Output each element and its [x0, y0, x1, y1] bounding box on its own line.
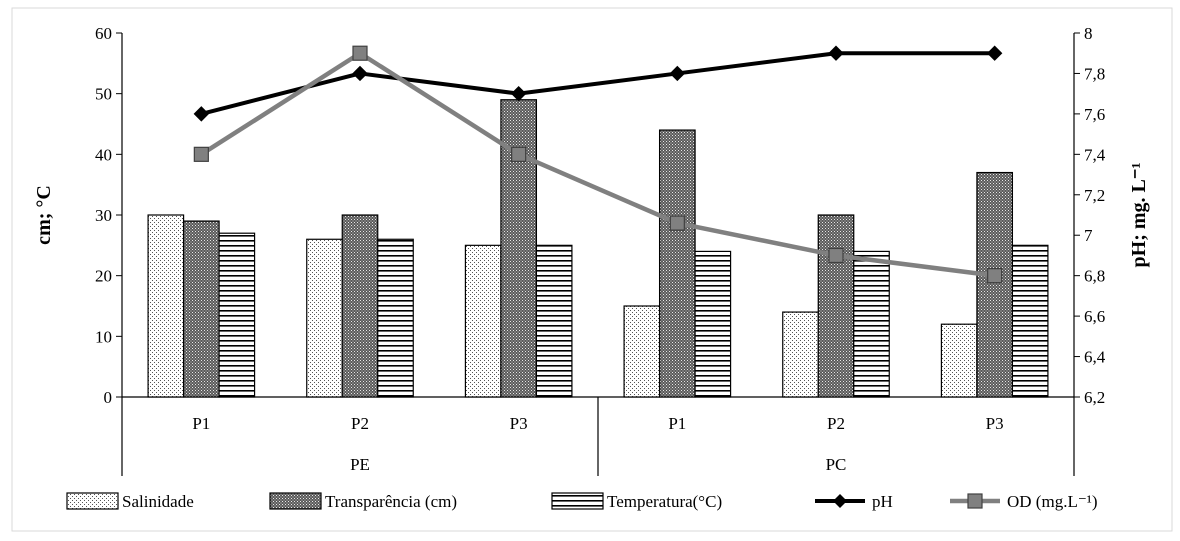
line-square — [200, 50, 995, 278]
legend: Salinidade Transparência (cm) Temperatura(… — [66, 492, 1098, 511]
y-left-tick-label: 20 — [95, 267, 112, 286]
bar-crosshatch — [817, 214, 855, 398]
legend-swatch-dots — [66, 492, 119, 510]
y-right-tick-label: 7,6 — [1084, 105, 1105, 124]
legend-label: Transparência (cm) — [325, 492, 457, 511]
legend-label: Temperatura(°C) — [607, 492, 722, 511]
point-square — [511, 146, 527, 162]
x-category-label: P1 — [668, 414, 686, 433]
bar-dots — [306, 238, 343, 398]
y-right-tick-label: 6,4 — [1084, 348, 1106, 367]
x-category-label: P2 — [351, 414, 369, 433]
bar-horizontal-lines — [694, 250, 732, 398]
x-category-label: P1 — [192, 414, 210, 433]
y-right-tick-label: 6,6 — [1084, 307, 1105, 326]
y-left-title: cm; °C — [33, 185, 55, 245]
legend-swatch-crosshatch — [269, 492, 322, 510]
bar-dots — [464, 244, 502, 398]
legend-swatch-horizontal-lines — [551, 492, 604, 510]
y-left-tick-label: 10 — [95, 327, 112, 346]
bar-dots — [940, 323, 978, 398]
y-right-tick-label: 6,2 — [1084, 388, 1105, 407]
point-square — [669, 215, 685, 231]
bar-dots — [147, 214, 185, 398]
bar-crosshatch — [341, 214, 379, 398]
bar-crosshatch — [658, 129, 696, 398]
y-right-tick-label: 7 — [1084, 226, 1093, 245]
axes — [116, 32, 1080, 476]
x-category-label: P2 — [827, 414, 845, 433]
bar-dots — [782, 311, 819, 398]
y-left-tick-label: 40 — [95, 145, 112, 164]
line-diamond — [200, 51, 995, 116]
point-diamond — [828, 45, 844, 61]
legend-label: OD (mg.L⁻¹) — [1007, 492, 1098, 511]
bar-horizontal-lines — [535, 244, 573, 398]
legend-label: Salinidade — [122, 492, 194, 511]
bar-dots — [623, 305, 661, 398]
chart-border — [11, 7, 1173, 532]
point-diamond — [669, 65, 686, 82]
point-square — [828, 247, 844, 264]
bar-crosshatch — [182, 220, 220, 398]
y-right-tick-label: 6,8 — [1084, 267, 1105, 286]
point-diamond — [352, 65, 368, 82]
x-group-label: PC — [826, 455, 847, 474]
bar-marks — [147, 99, 1049, 398]
y-right-title: pH; mg. L⁻¹ — [1128, 163, 1150, 268]
y-right-tick-label: 7,8 — [1084, 64, 1105, 83]
y-left-tick-label: 50 — [95, 85, 112, 104]
axis-labels: 0 10 20 30 40 50 60 6,2 6,4 6,6 6,8 7 7,2 7,4 7,6 7,8 8 P… — [33, 24, 1150, 474]
y-left-tick-label: 0 — [104, 388, 113, 407]
y-left-tick-label: 30 — [95, 206, 112, 225]
x-group-label: PE — [350, 455, 370, 474]
x-category-label: P3 — [510, 414, 528, 433]
y-left-tick-label: 60 — [95, 24, 112, 43]
legend-marker-square — [967, 493, 983, 509]
bar-horizontal-lines — [853, 250, 890, 398]
bar-horizontal-lines — [1011, 244, 1049, 398]
legend-label: pH — [872, 492, 893, 511]
bar-crosshatch — [976, 171, 1014, 398]
bar-horizontal-lines — [377, 238, 414, 398]
point-square — [352, 45, 368, 61]
line-marks — [193, 45, 1003, 284]
y-right-tick-label: 8 — [1084, 24, 1093, 43]
point-diamond — [510, 85, 527, 102]
y-right-tick-label: 7,2 — [1084, 186, 1105, 205]
point-diamond — [193, 106, 210, 122]
point-square — [987, 268, 1003, 284]
y-right-tick-label: 7,4 — [1084, 145, 1106, 164]
legend-marker-diamond — [833, 494, 847, 508]
point-square — [193, 146, 209, 162]
x-category-label: P3 — [986, 414, 1004, 433]
point-diamond — [986, 45, 1003, 61]
bar-horizontal-lines — [218, 232, 256, 398]
